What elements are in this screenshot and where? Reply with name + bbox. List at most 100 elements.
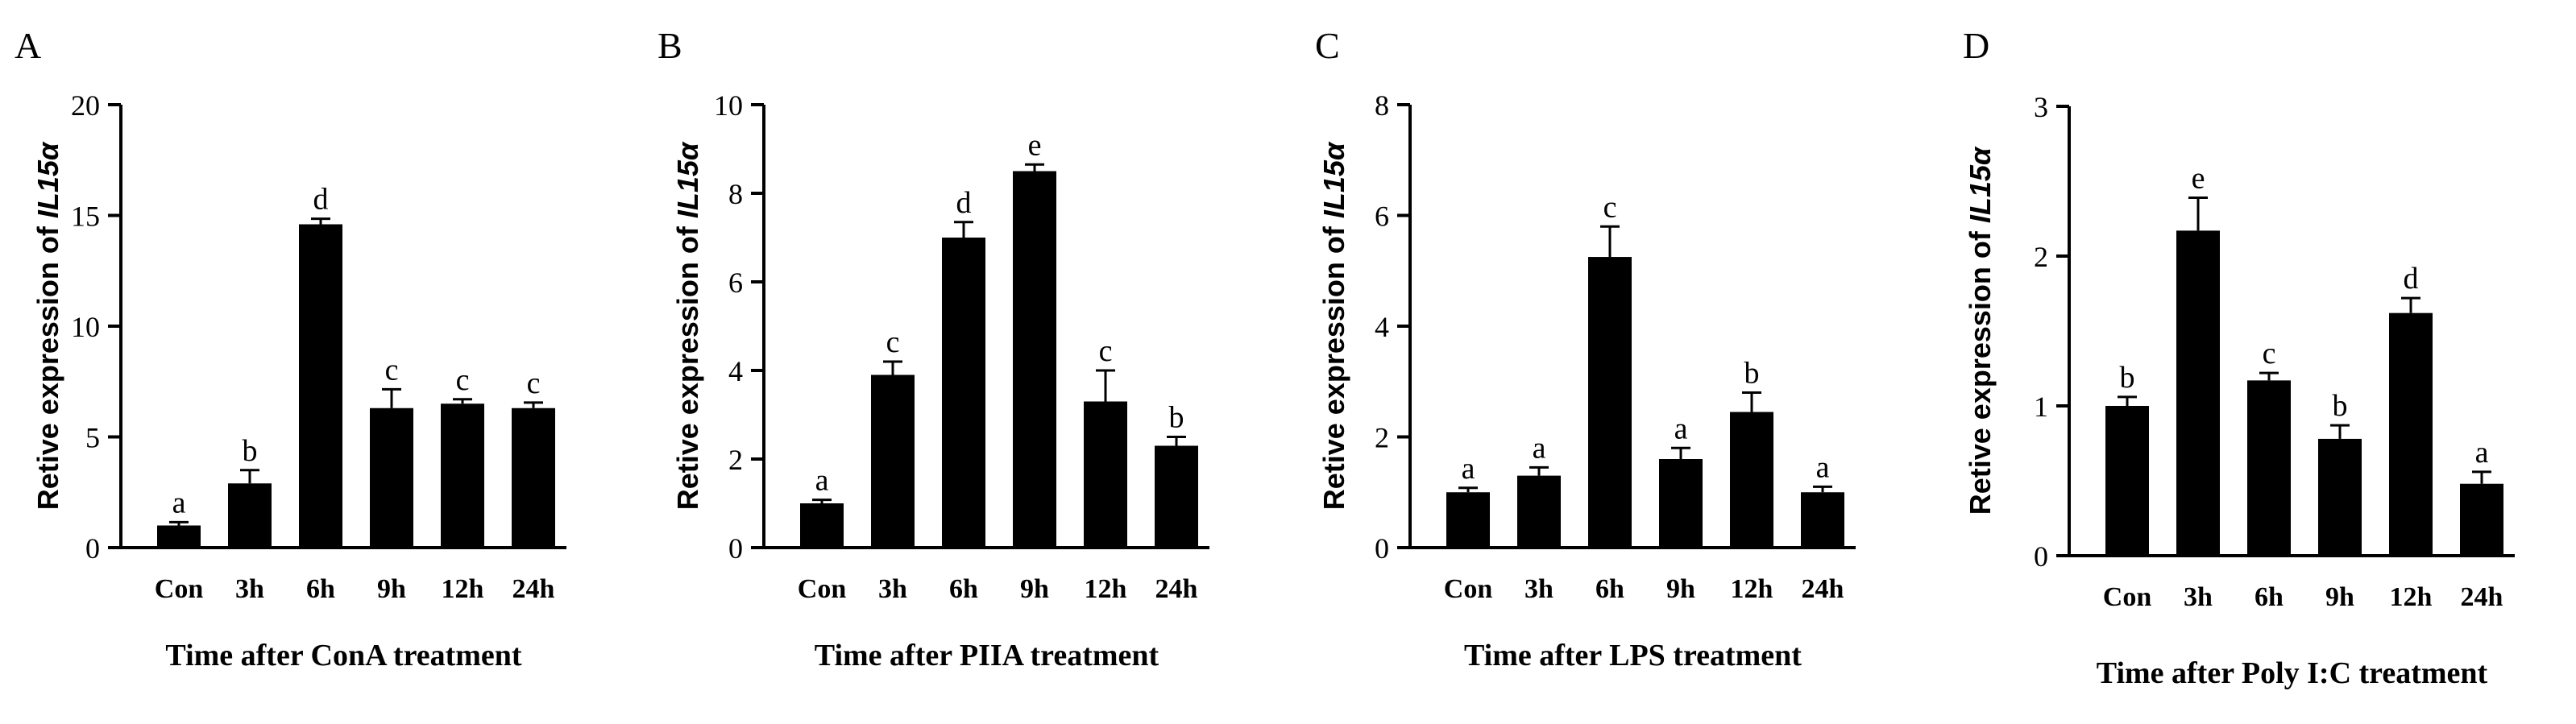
bar-24h (2460, 483, 2503, 556)
x-axis-title: Time after Poly I:C treatment (2097, 656, 2488, 690)
bar-12h (1084, 401, 1127, 548)
bar-con (157, 525, 201, 548)
y-tick-label: 2 (728, 444, 743, 476)
x-tick-label: 6h (2255, 582, 2284, 612)
significance-letter: a (2475, 436, 2489, 470)
significance-letter: c (1603, 190, 1617, 224)
x-tick-label: 6h (949, 574, 978, 604)
x-axis-title: Time after LPS treatment (1464, 639, 1802, 672)
y-axis-title-prefix: Retive expression of (671, 218, 704, 510)
y-tick-label: 5 (85, 422, 100, 454)
chart-panel-b: B 0 2 4 6 8 10 a Con c 3h d 6h e 9h c 12h b 24h Time after … (657, 25, 1209, 672)
significance-letter: b (243, 434, 258, 468)
y-tick-label: 8 (728, 178, 743, 210)
y-axis-title-prefix: Retive expression of (31, 218, 64, 510)
chart-panel-c: C 0 2 4 6 8 a Con a 3h c 6h a 9h b 12h a 24h Time after LP… (1315, 25, 1856, 672)
x-axis-title: Time after PIIA treatment (815, 639, 1159, 672)
x-tick-label: 6h (306, 574, 335, 604)
x-tick-label: 3h (2184, 582, 2213, 612)
y-tick-label: 10 (71, 311, 100, 343)
bar-9h (1659, 459, 1703, 548)
x-tick-label: 24h (1155, 574, 1198, 604)
y-axis-title: Retive expression of IL15α (671, 141, 704, 510)
y-axis-title: Retive expression of IL15α (31, 141, 64, 510)
x-tick-label: 9h (2325, 582, 2354, 612)
y-axis-title-prefix: Retive expression of (1964, 223, 1997, 515)
bar-con (1446, 492, 1490, 548)
bar-con (800, 503, 844, 548)
y-tick-label: 0 (728, 532, 743, 565)
x-tick-label: 24h (2461, 582, 2503, 612)
bar-12h (1730, 412, 1773, 548)
y-axis-title: Retive expression of IL15α (1317, 141, 1350, 510)
chart-panel-d: D 0 1 2 3 b Con e 3h c 6h b 9h d 12h a 24h Time after Pol… (1963, 25, 2515, 690)
x-tick-label: Con (798, 574, 847, 604)
y-tick-label: 0 (2034, 540, 2048, 573)
x-tick-label: 3h (1524, 574, 1553, 604)
x-tick-label: 3h (235, 574, 264, 604)
y-axis-title-gene: IL15α (1317, 141, 1350, 218)
significance-letter: b (1169, 401, 1184, 435)
x-tick-label: 9h (1666, 574, 1695, 604)
y-axis-title-prefix: Retive expression of (1317, 218, 1350, 510)
significance-letter: c (886, 325, 900, 359)
significance-letter: c (2263, 337, 2276, 370)
significance-letter: d (956, 186, 972, 220)
y-tick-label: 0 (1375, 532, 1389, 565)
significance-letter: b (2333, 389, 2348, 423)
bar-24h (1155, 445, 1198, 548)
x-tick-label: 24h (1802, 574, 1844, 604)
y-tick-label: 4 (728, 355, 743, 387)
significance-letter: c (527, 366, 541, 400)
x-tick-label: 9h (377, 574, 406, 604)
bar-con (2105, 406, 2149, 556)
x-tick-label: 3h (878, 574, 907, 604)
bar-6h (2247, 380, 2291, 556)
bar-6h (299, 224, 342, 548)
y-tick-label: 3 (2034, 91, 2048, 123)
y-tick-label: 1 (2034, 391, 2048, 423)
bar-24h (1801, 492, 1844, 548)
x-tick-label: 12h (2390, 582, 2433, 612)
x-tick-label: Con (2103, 582, 2152, 612)
bar-3h (2176, 230, 2220, 556)
y-tick-label: 8 (1375, 89, 1389, 122)
significance-letter: d (313, 183, 329, 217)
bar-6h (1588, 257, 1632, 548)
y-tick-label: 0 (85, 532, 100, 565)
bar-3h (871, 374, 915, 548)
y-tick-label: 15 (71, 201, 100, 233)
x-tick-label: 12h (442, 574, 484, 604)
y-tick-label: 2 (1375, 422, 1389, 454)
x-tick-label: 6h (1595, 574, 1624, 604)
significance-letter: a (1462, 452, 1475, 486)
y-tick-label: 10 (714, 89, 743, 122)
x-axis-title: Time after ConA treatment (165, 639, 522, 672)
panel-label: B (657, 25, 682, 66)
y-tick-label: 20 (71, 89, 100, 122)
significance-letter: b (2120, 361, 2135, 395)
bar-6h (942, 238, 985, 548)
y-axis-title-gene: IL15α (1964, 146, 1997, 223)
y-axis-title: Retive expression of IL15α (1964, 146, 1997, 515)
bar-9h (1013, 171, 1056, 548)
panel-label: A (15, 25, 41, 66)
panel-label: C (1315, 25, 1340, 66)
significance-letter: c (1099, 334, 1113, 368)
y-tick-label: 2 (2034, 241, 2048, 273)
x-tick-label: 12h (1731, 574, 1773, 604)
bar-12h (2389, 312, 2433, 556)
significance-letter: a (172, 486, 186, 519)
significance-letter: a (1816, 450, 1830, 484)
significance-letter: c (456, 363, 470, 397)
significance-letter: a (1674, 412, 1688, 445)
y-tick-label: 6 (1375, 201, 1389, 233)
y-tick-label: 4 (1375, 311, 1389, 343)
significance-letter: e (1028, 128, 1042, 162)
bar-3h (228, 483, 272, 548)
significance-letter: a (815, 464, 829, 498)
y-axis-title-gene: IL15α (671, 141, 704, 218)
significance-letter: a (1533, 431, 1546, 465)
significance-letter: e (2192, 161, 2205, 195)
